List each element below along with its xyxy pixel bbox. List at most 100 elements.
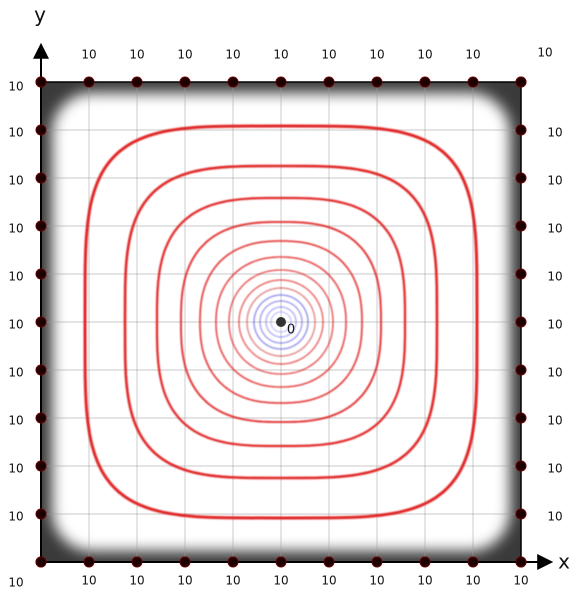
- right-label: 10: [547, 462, 562, 476]
- border-dot: [35, 268, 47, 280]
- border-dot: [83, 76, 95, 88]
- center-charge: [276, 317, 286, 327]
- left-label: 10: [8, 174, 23, 188]
- border-dots: [35, 76, 527, 568]
- right-label: 10: [547, 366, 562, 380]
- border-dot: [35, 172, 47, 184]
- bottom-label: 10: [129, 574, 144, 588]
- border-dot: [227, 76, 239, 88]
- grid: [41, 82, 521, 562]
- border-dot: [35, 460, 47, 472]
- border-dot: [35, 124, 47, 136]
- border-dot: [35, 364, 47, 376]
- x-axis-label: x: [558, 550, 570, 574]
- left-label: 10: [8, 126, 23, 140]
- border-dot: [419, 556, 431, 568]
- border-dot: [83, 556, 95, 568]
- border-dot: [515, 268, 527, 280]
- top-label: 10: [129, 48, 144, 62]
- right-label: 10: [547, 126, 562, 140]
- top-label: 10: [177, 48, 192, 62]
- contour: [215, 256, 347, 388]
- border-dot: [515, 412, 527, 424]
- border-dot: [515, 364, 527, 376]
- contour: [155, 196, 407, 448]
- contours: [83, 124, 479, 520]
- border-dot: [275, 76, 287, 88]
- bottom-label: 10: [465, 574, 480, 588]
- y-axis-label: y: [34, 3, 46, 27]
- border-dot: [275, 556, 287, 568]
- contour: [238, 279, 324, 365]
- top-label: 10: [369, 48, 384, 62]
- border-dot: [323, 556, 335, 568]
- left-label: 10: [8, 462, 23, 476]
- border-dot: [131, 556, 143, 568]
- top-label: 10: [81, 48, 96, 62]
- top-right-label: 10: [537, 46, 552, 60]
- top-label: 10: [465, 48, 480, 62]
- bottom-label: 10: [417, 574, 432, 588]
- contour: [246, 287, 316, 357]
- right-label: 10: [547, 222, 562, 236]
- right-label: 10: [547, 414, 562, 428]
- top-label: 10: [225, 48, 240, 62]
- border-dot: [515, 316, 527, 328]
- bottom-label: 10: [225, 574, 240, 588]
- right-label: 10: [547, 174, 562, 188]
- left-label: 10: [8, 80, 23, 94]
- contour: [259, 300, 303, 344]
- left-label: 10: [8, 270, 23, 284]
- bottom-label: 10: [321, 574, 336, 588]
- border-dot: [515, 508, 527, 520]
- right-label: 10: [547, 510, 562, 524]
- border-dot: [515, 460, 527, 472]
- border-dot: [467, 76, 479, 88]
- contour: [83, 124, 479, 520]
- border-dot: [35, 220, 47, 232]
- top-label: 10: [321, 48, 336, 62]
- border-dot: [227, 556, 239, 568]
- contour: [228, 269, 334, 375]
- border-dot: [515, 124, 527, 136]
- left-label: 10: [8, 414, 23, 428]
- left-label: 10: [8, 318, 23, 332]
- left-label: 10: [8, 222, 23, 236]
- border-dot: [515, 172, 527, 184]
- border-dot: [35, 316, 47, 328]
- border-dot: [515, 556, 527, 568]
- border-dot: [35, 76, 47, 88]
- top-label: 10: [273, 48, 288, 62]
- contour: [199, 240, 363, 404]
- border-dot: [179, 76, 191, 88]
- left-label: 10: [8, 510, 23, 524]
- bottom-label: 10: [177, 574, 192, 588]
- right-label: 10: [547, 318, 562, 332]
- contour: [270, 311, 292, 333]
- left-label: 10: [8, 366, 23, 380]
- border-dot: [35, 508, 47, 520]
- bottom-label: 10: [273, 574, 288, 588]
- border-dot: [179, 556, 191, 568]
- bottom-label: 10: [81, 574, 96, 588]
- bottom-label: 10: [513, 574, 528, 588]
- border-dot: [323, 76, 335, 88]
- top-label: 10: [417, 48, 432, 62]
- bottom-label: 10: [369, 574, 384, 588]
- bottom-left-label: 10: [8, 576, 23, 590]
- right-label: 10: [547, 270, 562, 284]
- border-dot: [35, 412, 47, 424]
- border-dot: [419, 76, 431, 88]
- contour: [253, 294, 309, 350]
- border-dot: [515, 220, 527, 232]
- border-dot: [371, 556, 383, 568]
- border-dot: [515, 76, 527, 88]
- border-dot: [35, 556, 47, 568]
- border-dot: [467, 556, 479, 568]
- contour: [123, 164, 439, 480]
- border-dot: [371, 76, 383, 88]
- border-dot: [131, 76, 143, 88]
- contour: [180, 221, 382, 423]
